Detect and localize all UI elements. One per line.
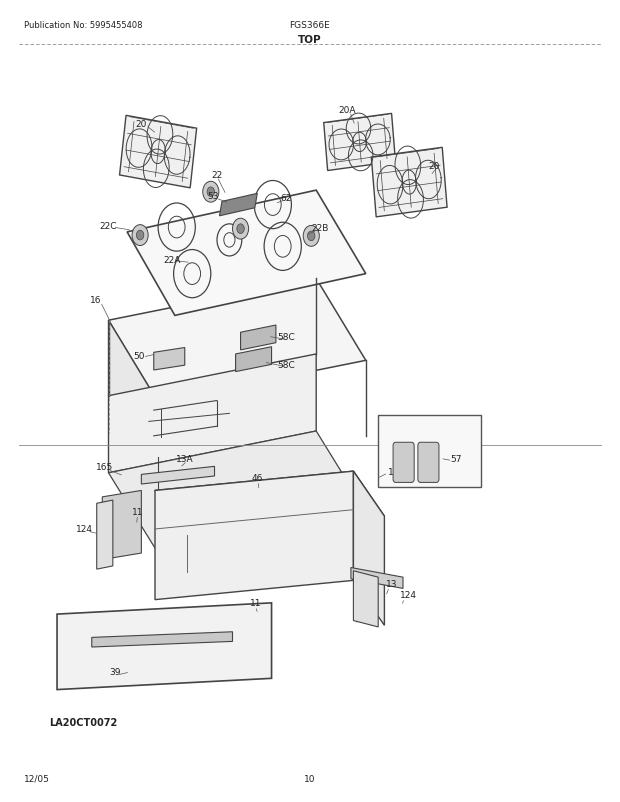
Text: 22C: 22C: [100, 221, 117, 231]
Polygon shape: [108, 354, 316, 473]
Circle shape: [207, 188, 215, 197]
Polygon shape: [108, 431, 366, 553]
Text: 46: 46: [252, 473, 263, 483]
Text: 165: 165: [95, 462, 113, 472]
Text: FGS366E: FGS366E: [290, 21, 330, 30]
Text: 58C: 58C: [278, 360, 295, 370]
Text: 13A: 13A: [176, 454, 193, 464]
Text: 57: 57: [451, 454, 462, 464]
Text: 11: 11: [250, 598, 261, 608]
Polygon shape: [141, 467, 215, 484]
Text: 13: 13: [386, 579, 397, 589]
Polygon shape: [92, 632, 232, 647]
FancyBboxPatch shape: [393, 443, 414, 483]
Text: 20: 20: [136, 119, 147, 129]
Text: 16: 16: [90, 295, 101, 305]
Polygon shape: [219, 194, 257, 217]
Text: 124: 124: [399, 590, 417, 600]
Text: 20A: 20A: [339, 106, 356, 115]
Polygon shape: [155, 472, 353, 600]
Text: TOP: TOP: [298, 34, 322, 44]
Text: LA20CT0072: LA20CT0072: [50, 717, 118, 727]
Polygon shape: [371, 148, 447, 217]
Bar: [378, 415, 480, 488]
Polygon shape: [108, 321, 158, 457]
Circle shape: [136, 231, 144, 241]
Text: 20: 20: [428, 161, 440, 171]
Text: 53: 53: [208, 192, 219, 201]
Polygon shape: [108, 279, 366, 403]
Text: 58C: 58C: [278, 332, 295, 342]
Polygon shape: [127, 191, 366, 316]
Polygon shape: [324, 114, 396, 172]
Text: 10: 10: [304, 774, 316, 783]
Text: 22: 22: [211, 170, 223, 180]
Polygon shape: [57, 603, 272, 690]
Circle shape: [203, 182, 219, 203]
Text: 1: 1: [388, 467, 394, 476]
Text: 22A: 22A: [164, 255, 181, 265]
Text: 22B: 22B: [311, 224, 329, 233]
Polygon shape: [353, 571, 378, 627]
Polygon shape: [241, 326, 276, 350]
Text: 39: 39: [109, 667, 120, 677]
Text: 50: 50: [134, 351, 145, 361]
Polygon shape: [102, 491, 141, 560]
Polygon shape: [236, 347, 272, 372]
Circle shape: [237, 225, 244, 234]
Text: Publication No: 5995455408: Publication No: 5995455408: [24, 21, 142, 30]
Text: 11: 11: [132, 507, 143, 516]
Polygon shape: [353, 472, 384, 626]
Text: 62: 62: [281, 193, 292, 203]
Polygon shape: [97, 500, 113, 569]
FancyBboxPatch shape: [418, 443, 439, 483]
Circle shape: [232, 219, 249, 240]
Text: 12/05: 12/05: [24, 774, 50, 783]
Polygon shape: [155, 472, 384, 536]
Polygon shape: [154, 348, 185, 371]
Text: 124: 124: [76, 525, 93, 534]
Circle shape: [132, 225, 148, 246]
Circle shape: [308, 232, 315, 241]
Circle shape: [303, 226, 319, 247]
Polygon shape: [120, 116, 197, 188]
Polygon shape: [351, 568, 403, 589]
